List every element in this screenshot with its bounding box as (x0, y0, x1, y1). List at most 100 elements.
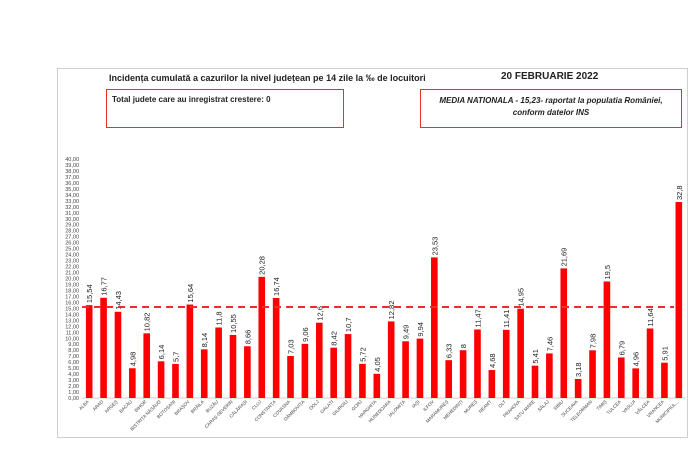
bar (546, 353, 553, 398)
bar (402, 341, 409, 398)
bar (517, 308, 524, 398)
category-label: NEAMȚ (478, 399, 493, 414)
data-label: 8,14 (200, 333, 209, 348)
y-tick-label: 23,00 (65, 259, 79, 265)
bar (675, 202, 683, 398)
y-tick-label: 39,00 (65, 163, 79, 169)
data-label: 11,41 (502, 310, 511, 328)
data-label: 5,72 (358, 347, 367, 362)
bar (459, 350, 467, 398)
bar (661, 362, 668, 398)
bar (200, 349, 208, 398)
bar (589, 350, 596, 398)
category-label: ARAD (92, 399, 105, 412)
category-label: IAȘI (411, 399, 421, 409)
bar (574, 378, 582, 398)
data-label: 11,47 (473, 309, 482, 327)
data-label: 21,69 (560, 248, 569, 267)
bar (387, 321, 395, 398)
data-label: 6,33 (445, 344, 454, 359)
bar (646, 328, 654, 398)
y-tick-label: 3,00 (68, 378, 79, 384)
data-label: 12,6 (315, 306, 324, 321)
category-label: SĂLAJ (536, 398, 550, 412)
data-label: 9,06 (301, 327, 310, 342)
bar (258, 276, 266, 398)
bar (172, 363, 179, 398)
y-tick-label: 7,00 (68, 354, 79, 360)
category-label: CLUJ (251, 399, 263, 411)
y-tick-label: 14,00 (65, 312, 79, 318)
category-label: DOLJ (308, 399, 320, 411)
y-tick-label: 11,00 (66, 330, 79, 336)
data-label: 4,05 (373, 357, 382, 372)
data-label: 23,53 (430, 237, 439, 256)
bar (603, 281, 611, 398)
data-label: 16,74 (272, 277, 281, 296)
y-tick-label: 36,00 (65, 181, 79, 187)
data-label: 32,8 (675, 185, 684, 200)
category-label: TULCEA (606, 399, 623, 416)
bar (344, 334, 352, 398)
category-label: ALBA (78, 399, 91, 412)
data-label: 5,41 (531, 349, 540, 364)
y-tick-label: 19,00 (65, 282, 79, 288)
bar (272, 297, 280, 398)
bar (157, 361, 165, 398)
category-label: BRAȘOV (173, 399, 191, 417)
y-tick-label: 0,00 (68, 396, 79, 402)
y-tick-label: 34,00 (65, 193, 79, 199)
y-tick-label: 38,00 (65, 169, 79, 175)
bar (560, 268, 568, 398)
data-label: 15,54 (85, 284, 94, 303)
data-label: 4,68 (488, 353, 497, 368)
y-tick-label: 29,00 (65, 223, 79, 229)
y-tick-label: 21,00 (65, 271, 79, 277)
data-label: 15,64 (186, 284, 195, 303)
data-label: 19,5 (603, 265, 612, 280)
data-label: 4,96 (632, 352, 641, 367)
data-label: 14,43 (114, 291, 123, 310)
data-label: 8 (459, 344, 468, 348)
data-label: 5,7 (171, 352, 180, 362)
y-tick-label: 20,00 (65, 277, 79, 283)
y-tick-label: 24,00 (65, 253, 79, 259)
chart-date: 20 FEBRUARIE 2022 (501, 71, 599, 82)
data-label: 5,91 (660, 346, 669, 361)
y-tick-label: 18,00 (65, 288, 79, 294)
bar (474, 329, 481, 398)
category-label: BRĂILA (189, 398, 205, 414)
y-tick-label: 37,00 (65, 175, 79, 181)
data-label: 11,64 (646, 308, 655, 326)
data-label: 7,98 (589, 334, 598, 349)
data-label: 3,18 (574, 362, 583, 377)
category-label: TIMIȘ (595, 399, 607, 411)
y-tick-label: 35,00 (65, 187, 79, 193)
data-label: 10,7 (344, 317, 353, 332)
bar (114, 311, 122, 398)
y-tick-label: 31,00 (65, 211, 79, 217)
data-label: 16,77 (100, 277, 109, 296)
y-tick-label: 4,00 (68, 372, 79, 378)
y-tick-label: 9,00 (68, 342, 79, 348)
bar (315, 322, 323, 398)
bar (373, 373, 381, 398)
bar (488, 370, 496, 398)
y-tick-label: 16,00 (65, 300, 79, 306)
y-tick-label: 27,00 (65, 235, 79, 241)
data-label: 6,79 (617, 341, 626, 356)
chart-title: Incidența cumulată a cazurilor la nivel … (109, 73, 426, 83)
national-average-box: MEDIA NATIONALA - 15,23- raportat la pop… (420, 89, 682, 128)
bar (531, 365, 539, 398)
y-tick-label: 12,00 (65, 324, 79, 330)
y-tick-label: 1,00 (68, 390, 79, 396)
y-tick-label: 28,00 (65, 229, 79, 235)
bar (244, 346, 251, 398)
category-label: GORJ (351, 399, 364, 412)
data-label: 7,03 (287, 339, 296, 354)
data-label: 9,94 (416, 322, 425, 337)
data-label: 8,42 (330, 331, 339, 346)
y-tick-label: 22,00 (65, 265, 79, 271)
bar (287, 355, 294, 398)
bar (100, 297, 107, 398)
